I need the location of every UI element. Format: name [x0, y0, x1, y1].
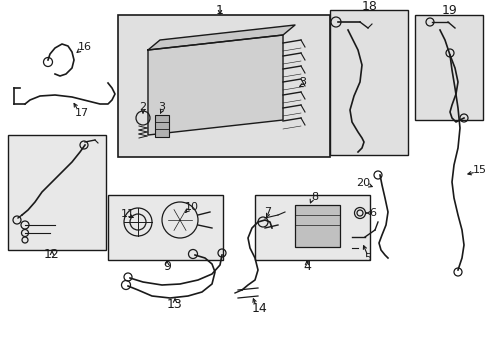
Polygon shape — [148, 35, 283, 135]
Polygon shape — [148, 25, 294, 50]
Text: 12: 12 — [44, 248, 60, 261]
Text: 11: 11 — [121, 209, 135, 219]
Text: 18: 18 — [361, 0, 377, 13]
Text: 20: 20 — [355, 178, 369, 188]
Text: 1: 1 — [216, 4, 224, 18]
Bar — [294, 205, 339, 247]
Bar — [155, 115, 169, 137]
Bar — [118, 15, 329, 157]
Text: 3: 3 — [299, 77, 306, 87]
Text: 10: 10 — [184, 202, 199, 212]
Text: 5: 5 — [364, 253, 371, 263]
Text: 3: 3 — [158, 102, 165, 112]
Text: 7: 7 — [264, 207, 271, 217]
Bar — [254, 195, 369, 260]
Bar — [108, 195, 223, 260]
Bar — [329, 10, 407, 155]
Text: 4: 4 — [303, 261, 310, 274]
Text: 2: 2 — [139, 102, 146, 112]
Text: 9: 9 — [163, 261, 171, 274]
Bar — [8, 135, 106, 250]
Text: 14: 14 — [252, 302, 267, 315]
Text: 13: 13 — [167, 298, 183, 311]
Text: 17: 17 — [75, 108, 89, 118]
Text: 19: 19 — [441, 4, 457, 17]
Text: 15: 15 — [472, 165, 486, 175]
Text: 16: 16 — [78, 42, 92, 52]
Text: 8: 8 — [311, 192, 318, 202]
Bar — [414, 15, 482, 120]
Text: 6: 6 — [369, 208, 376, 218]
